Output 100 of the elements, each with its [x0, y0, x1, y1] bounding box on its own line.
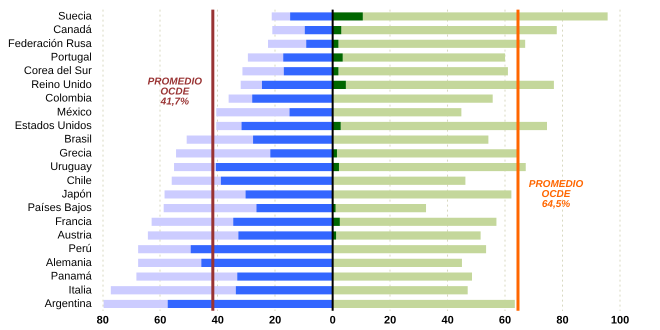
bar [333, 258, 462, 267]
bar [164, 190, 246, 199]
bar [340, 218, 496, 226]
bar [216, 108, 290, 116]
bar [336, 231, 481, 240]
bar [168, 300, 332, 308]
y-tick-label: Brasil [64, 134, 92, 146]
bar [236, 286, 332, 294]
bar [268, 40, 306, 48]
bar [201, 258, 332, 267]
bar [136, 272, 238, 281]
y-tick-label: Estados Unidos [14, 120, 92, 132]
bar [342, 53, 506, 62]
bar [290, 12, 332, 21]
bar [152, 218, 234, 226]
bar [228, 94, 252, 103]
x-tick-label: 20 [384, 314, 396, 326]
x-tick-label: 40 [212, 314, 224, 326]
y-tick-label: Países Bajos [28, 202, 92, 214]
bar [338, 40, 526, 48]
x-tick-label: 40 [441, 314, 454, 326]
y-tick-label: Chile [66, 174, 92, 187]
bar [104, 300, 168, 308]
bar [340, 122, 548, 130]
y-tick-label: Portugal [50, 52, 92, 64]
bar [172, 176, 221, 185]
y-tick-label: Perú [68, 243, 92, 256]
y-tick-label: Francia [55, 216, 93, 228]
bar [220, 176, 332, 185]
bar [284, 67, 332, 76]
bar [336, 204, 426, 212]
ref-line-label: PROMEDIO OCDE 64,5% [528, 179, 584, 210]
x-tick-label: 100 [610, 314, 630, 326]
bar [333, 26, 342, 34]
x-tick-label: 60 [498, 314, 512, 326]
bar [290, 108, 332, 116]
bar [333, 300, 515, 308]
bar [333, 162, 339, 172]
bar [333, 80, 346, 90]
bar [174, 162, 216, 172]
bar [242, 122, 332, 130]
y-tick-label: Panamá [50, 270, 93, 283]
bar [333, 40, 338, 48]
bar [253, 136, 332, 144]
bar [238, 231, 332, 240]
bar [341, 26, 557, 34]
bar [252, 94, 332, 103]
y-tick-label: Alemania [46, 256, 93, 269]
x-tick-label: 80 [96, 314, 109, 326]
y-tick-label: Italia [68, 284, 93, 296]
y-tick-label: Colombia [45, 92, 93, 105]
bar [216, 162, 332, 172]
bar [346, 80, 554, 90]
x-tick-label: 20 [269, 314, 282, 326]
bar [333, 149, 337, 158]
y-tick-label: Uruguay [50, 161, 92, 174]
y-tick-label: Suecia [58, 10, 93, 22]
y-tick-label: Grecia [59, 147, 93, 160]
bar [256, 204, 332, 212]
bar [362, 12, 608, 21]
y-tick-label: Federación Rusa [8, 38, 93, 50]
bar [237, 272, 332, 281]
bar [110, 286, 236, 294]
y-tick-label: Argentina [44, 298, 93, 310]
bar [233, 218, 332, 226]
bar [272, 26, 305, 34]
y-tick-label: Canadá [53, 24, 93, 36]
bar [262, 80, 332, 90]
bar [272, 12, 290, 21]
bar [138, 258, 202, 267]
bar [240, 80, 262, 90]
bar [333, 108, 462, 116]
bar [216, 122, 242, 130]
bar [333, 218, 340, 226]
bar [333, 176, 466, 185]
y-tick-label: Austria [58, 230, 93, 242]
bar [138, 245, 191, 254]
bar [306, 40, 332, 48]
bar [333, 286, 468, 294]
y-tick-label: Corea del Sur [24, 65, 92, 78]
bar [190, 245, 332, 254]
bar [186, 136, 254, 144]
bar [333, 12, 363, 21]
y-tick-label: México [56, 106, 92, 118]
bar [283, 53, 332, 62]
x-tick-label: 0 [330, 314, 336, 326]
x-tick-label: 60 [154, 314, 166, 326]
bar [176, 149, 270, 158]
y-tick-label: Japón [62, 188, 92, 200]
bar [333, 272, 472, 281]
bar [333, 53, 343, 62]
bar [336, 149, 518, 158]
bar [333, 136, 488, 144]
bar [246, 190, 332, 199]
ref-line-label: PROMEDIO OCDE 41,7% [148, 76, 202, 108]
bar [333, 245, 486, 254]
y-tick-label: Reino Unido [31, 78, 92, 91]
bar [338, 162, 526, 172]
bar [333, 190, 512, 199]
bar [338, 67, 508, 76]
